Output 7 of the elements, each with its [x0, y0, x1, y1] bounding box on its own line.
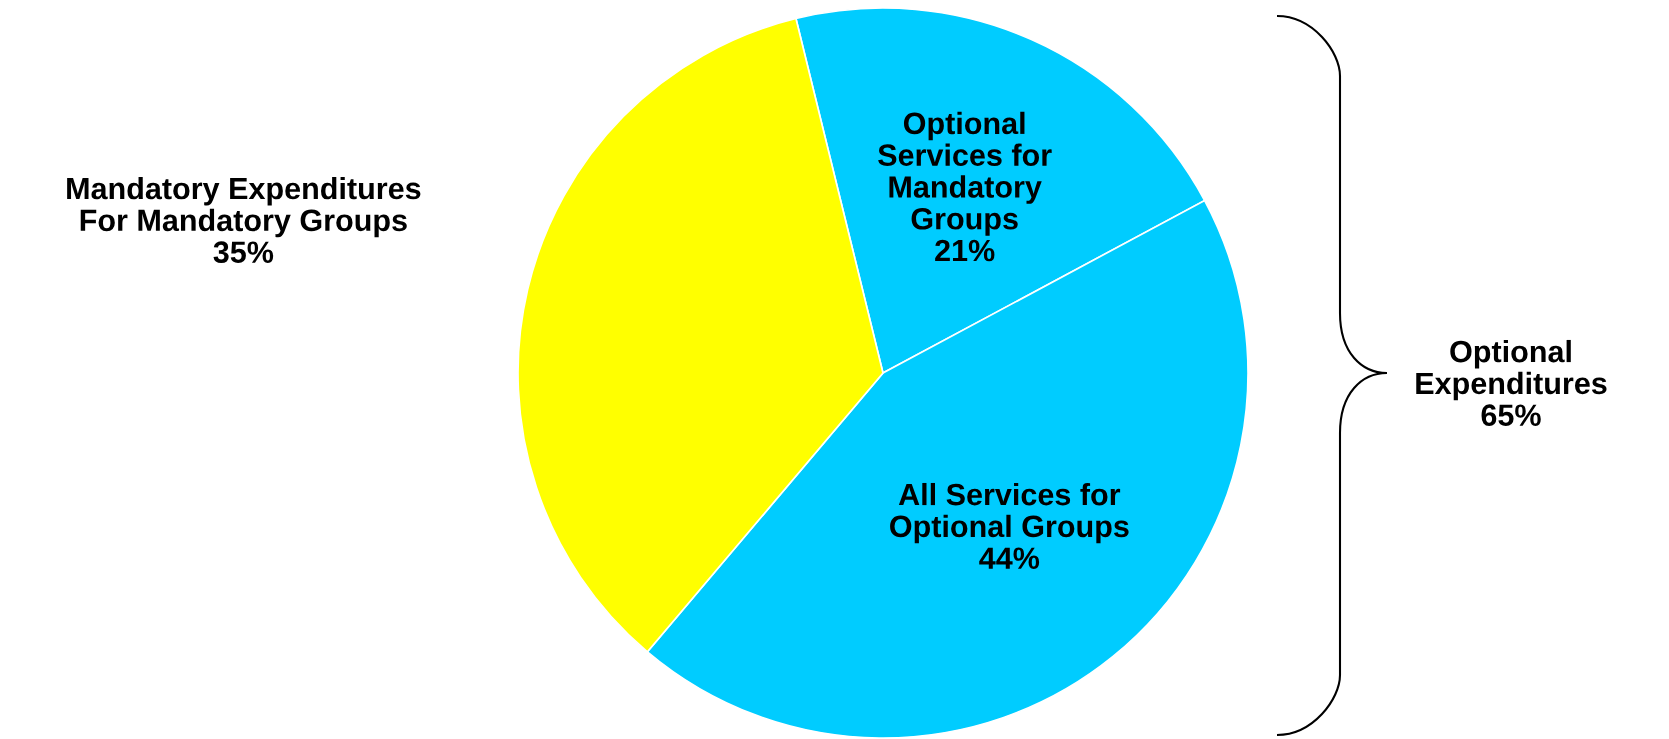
data-label: 44%: [979, 547, 1040, 569]
text: Optional Expenditures 65%: [1416, 339, 1607, 427]
data-label: 35%: [213, 241, 274, 264]
slice-label: Mandatory Expenditures For Mandatory Groups: [67, 176, 421, 238]
slice-label: Optional Services for Mandatory Groups: [878, 111, 1052, 236]
data-label: 21%: [935, 239, 995, 262]
slice-label: All Services for Optional Groups: [890, 482, 1129, 544]
